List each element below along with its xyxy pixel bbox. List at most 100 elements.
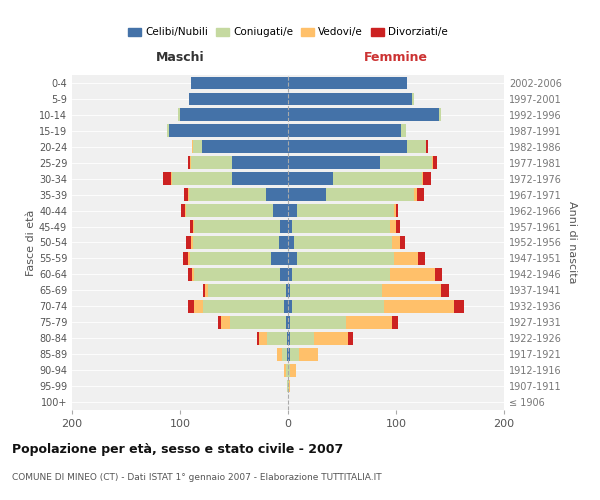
Bar xyxy=(230,316,286,328)
Bar xyxy=(188,252,190,265)
Bar xyxy=(288,252,296,265)
Bar xyxy=(205,284,208,296)
Bar xyxy=(380,156,431,169)
Bar xyxy=(188,156,190,169)
Bar xyxy=(288,220,292,233)
Bar xyxy=(191,236,193,249)
Bar xyxy=(426,140,428,153)
Bar xyxy=(178,108,180,122)
Bar xyxy=(334,172,422,185)
Bar xyxy=(389,220,396,233)
Bar xyxy=(190,252,271,265)
Bar xyxy=(193,220,194,233)
Y-axis label: Fasce di età: Fasce di età xyxy=(26,210,36,276)
Bar xyxy=(190,220,193,233)
Bar xyxy=(290,332,314,344)
Text: COMUNE DI MINEO (CT) - Dati ISTAT 1° gennaio 2007 - Elaborazione TUTTITALIA.IT: COMUNE DI MINEO (CT) - Dati ISTAT 1° gen… xyxy=(12,472,382,482)
Bar xyxy=(295,236,392,249)
Bar xyxy=(394,204,396,217)
Bar xyxy=(396,220,400,233)
Bar xyxy=(288,364,290,376)
Text: Femmine: Femmine xyxy=(364,51,428,64)
Bar xyxy=(188,92,288,106)
Bar xyxy=(277,348,281,360)
Y-axis label: Anni di nascita: Anni di nascita xyxy=(567,201,577,284)
Bar xyxy=(191,156,232,169)
Bar xyxy=(169,124,288,137)
Bar xyxy=(190,156,191,169)
Bar xyxy=(288,348,290,360)
Bar xyxy=(232,156,288,169)
Text: Maschi: Maschi xyxy=(155,51,205,64)
Bar xyxy=(187,204,273,217)
Bar xyxy=(290,348,299,360)
Bar xyxy=(268,332,287,344)
Bar xyxy=(273,204,288,217)
Text: Popolazione per età, sesso e stato civile - 2007: Popolazione per età, sesso e stato civil… xyxy=(12,442,343,456)
Bar xyxy=(431,156,433,169)
Bar xyxy=(194,268,280,281)
Bar xyxy=(286,284,288,296)
Bar xyxy=(392,236,400,249)
Bar xyxy=(193,236,280,249)
Bar xyxy=(292,220,389,233)
Bar xyxy=(454,300,464,312)
Bar xyxy=(433,156,437,169)
Legend: Celibi/Nubili, Coniugati/e, Vedovi/e, Divorziati/e: Celibi/Nubili, Coniugati/e, Vedovi/e, Di… xyxy=(124,24,452,42)
Bar xyxy=(208,284,286,296)
Bar xyxy=(287,380,288,392)
Bar xyxy=(280,268,288,281)
Bar xyxy=(412,92,415,106)
Bar xyxy=(326,188,415,201)
Bar xyxy=(288,204,296,217)
Bar xyxy=(284,364,286,376)
Bar xyxy=(194,220,280,233)
Bar xyxy=(396,204,398,217)
Bar xyxy=(290,316,346,328)
Bar xyxy=(271,252,288,265)
Bar xyxy=(288,188,326,201)
Bar xyxy=(416,188,424,201)
Bar xyxy=(194,300,203,312)
Bar xyxy=(181,204,185,217)
Bar xyxy=(382,284,442,296)
Bar xyxy=(288,284,290,296)
Bar xyxy=(415,188,416,201)
Bar xyxy=(188,268,192,281)
Bar xyxy=(288,380,289,392)
Bar xyxy=(218,316,221,328)
Bar xyxy=(203,300,284,312)
Bar xyxy=(288,108,439,122)
Bar xyxy=(286,364,288,376)
Bar xyxy=(423,172,431,185)
Bar xyxy=(288,316,290,328)
Bar xyxy=(286,316,288,328)
Bar xyxy=(259,332,268,344)
Bar xyxy=(389,268,435,281)
Bar xyxy=(289,380,290,392)
Bar xyxy=(422,172,423,185)
Bar xyxy=(296,204,394,217)
Bar xyxy=(439,108,442,122)
Bar xyxy=(290,364,296,376)
Bar xyxy=(185,204,187,217)
Bar xyxy=(400,236,404,249)
Bar xyxy=(288,300,292,312)
Bar xyxy=(203,284,205,296)
Bar xyxy=(202,140,288,153)
Bar xyxy=(392,316,398,328)
Bar xyxy=(288,332,290,344)
Bar xyxy=(232,172,288,185)
Bar xyxy=(266,188,288,201)
Bar xyxy=(183,252,188,265)
Bar xyxy=(288,76,407,90)
Bar xyxy=(407,140,426,153)
Bar xyxy=(287,332,288,344)
Bar xyxy=(292,268,389,281)
Bar xyxy=(288,140,407,153)
Bar xyxy=(193,140,202,153)
Bar xyxy=(288,124,401,137)
Bar xyxy=(384,300,454,312)
Bar xyxy=(288,268,292,281)
Bar xyxy=(346,316,392,328)
